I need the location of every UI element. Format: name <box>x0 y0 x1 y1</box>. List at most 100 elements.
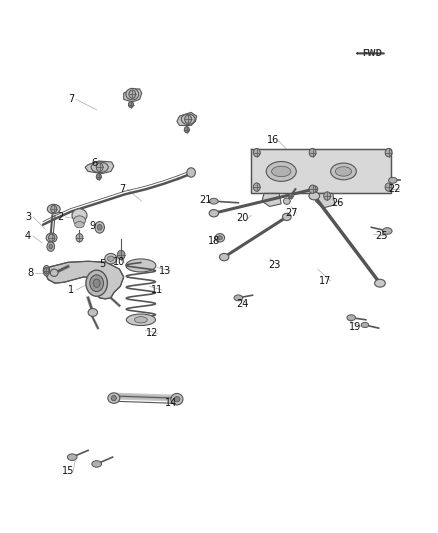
Ellipse shape <box>209 209 219 217</box>
Ellipse shape <box>219 254 229 261</box>
Ellipse shape <box>215 233 225 242</box>
Ellipse shape <box>128 101 134 108</box>
Ellipse shape <box>209 198 218 204</box>
Ellipse shape <box>72 209 87 222</box>
Ellipse shape <box>129 90 136 98</box>
Polygon shape <box>45 261 124 299</box>
Text: 8: 8 <box>27 268 33 278</box>
Ellipse shape <box>90 275 103 292</box>
Ellipse shape <box>309 185 318 193</box>
Text: 12: 12 <box>146 328 159 338</box>
Ellipse shape <box>283 198 290 204</box>
Ellipse shape <box>324 192 331 200</box>
Ellipse shape <box>253 149 260 157</box>
Ellipse shape <box>108 393 120 403</box>
Ellipse shape <box>126 314 155 326</box>
Text: 9: 9 <box>89 221 95 231</box>
Ellipse shape <box>374 279 385 287</box>
Polygon shape <box>124 89 142 102</box>
Polygon shape <box>251 149 391 193</box>
Polygon shape <box>315 193 335 208</box>
Ellipse shape <box>44 268 49 274</box>
Ellipse shape <box>96 174 101 180</box>
Text: 4: 4 <box>25 231 31 241</box>
Text: 27: 27 <box>285 208 297 218</box>
Ellipse shape <box>347 315 356 321</box>
Text: 17: 17 <box>319 276 332 286</box>
Text: 7: 7 <box>68 94 74 104</box>
Ellipse shape <box>97 224 102 230</box>
Ellipse shape <box>185 115 191 123</box>
Text: FWD: FWD <box>363 49 383 58</box>
Ellipse shape <box>93 279 100 287</box>
Ellipse shape <box>111 395 117 401</box>
Polygon shape <box>177 112 197 125</box>
Ellipse shape <box>382 228 392 235</box>
Ellipse shape <box>74 216 85 225</box>
Ellipse shape <box>67 454 77 461</box>
Ellipse shape <box>385 149 392 157</box>
Ellipse shape <box>96 163 103 172</box>
Ellipse shape <box>181 114 195 124</box>
Polygon shape <box>262 193 281 206</box>
Ellipse shape <box>91 162 108 173</box>
Text: 6: 6 <box>92 158 98 168</box>
Ellipse shape <box>266 161 296 181</box>
Ellipse shape <box>134 317 147 323</box>
Ellipse shape <box>126 259 156 272</box>
Ellipse shape <box>117 251 125 260</box>
Ellipse shape <box>272 166 291 176</box>
Ellipse shape <box>217 236 223 240</box>
Ellipse shape <box>171 393 183 405</box>
Text: 14: 14 <box>165 398 177 408</box>
Text: 18: 18 <box>208 237 220 246</box>
Ellipse shape <box>95 222 104 233</box>
Text: 23: 23 <box>268 261 280 270</box>
Text: 24: 24 <box>237 299 249 309</box>
Polygon shape <box>85 161 114 174</box>
Ellipse shape <box>46 233 57 243</box>
Text: 15: 15 <box>62 466 74 477</box>
Ellipse shape <box>184 126 189 133</box>
Ellipse shape <box>76 233 83 242</box>
Text: 10: 10 <box>113 257 126 268</box>
Ellipse shape <box>43 265 49 276</box>
Text: 25: 25 <box>375 231 388 241</box>
Ellipse shape <box>47 204 60 214</box>
Ellipse shape <box>283 213 291 221</box>
Ellipse shape <box>289 193 293 199</box>
Text: 1: 1 <box>68 285 74 295</box>
Ellipse shape <box>92 461 102 467</box>
Ellipse shape <box>385 183 392 191</box>
Text: 20: 20 <box>237 213 249 223</box>
Text: 19: 19 <box>350 321 362 332</box>
Ellipse shape <box>51 205 57 213</box>
Ellipse shape <box>49 234 55 241</box>
Text: 3: 3 <box>25 212 31 222</box>
Ellipse shape <box>174 397 180 402</box>
Ellipse shape <box>49 245 53 249</box>
Ellipse shape <box>389 177 397 183</box>
Text: 7: 7 <box>119 184 126 194</box>
Text: 13: 13 <box>159 265 171 276</box>
Text: 11: 11 <box>151 285 163 295</box>
FancyArrowPatch shape <box>357 53 384 54</box>
Ellipse shape <box>105 254 117 264</box>
Ellipse shape <box>47 242 55 252</box>
Ellipse shape <box>331 163 357 180</box>
Text: 21: 21 <box>199 195 212 205</box>
Ellipse shape <box>309 149 316 157</box>
Ellipse shape <box>75 222 84 228</box>
Ellipse shape <box>336 167 352 176</box>
Ellipse shape <box>86 270 107 296</box>
Text: 5: 5 <box>99 259 106 269</box>
Ellipse shape <box>50 269 58 277</box>
Ellipse shape <box>309 185 316 193</box>
Text: 22: 22 <box>388 184 400 194</box>
Ellipse shape <box>108 256 114 261</box>
Text: 26: 26 <box>331 198 343 208</box>
Text: 2: 2 <box>57 212 64 222</box>
Ellipse shape <box>361 322 369 328</box>
Ellipse shape <box>309 192 320 200</box>
Text: 16: 16 <box>267 135 279 145</box>
